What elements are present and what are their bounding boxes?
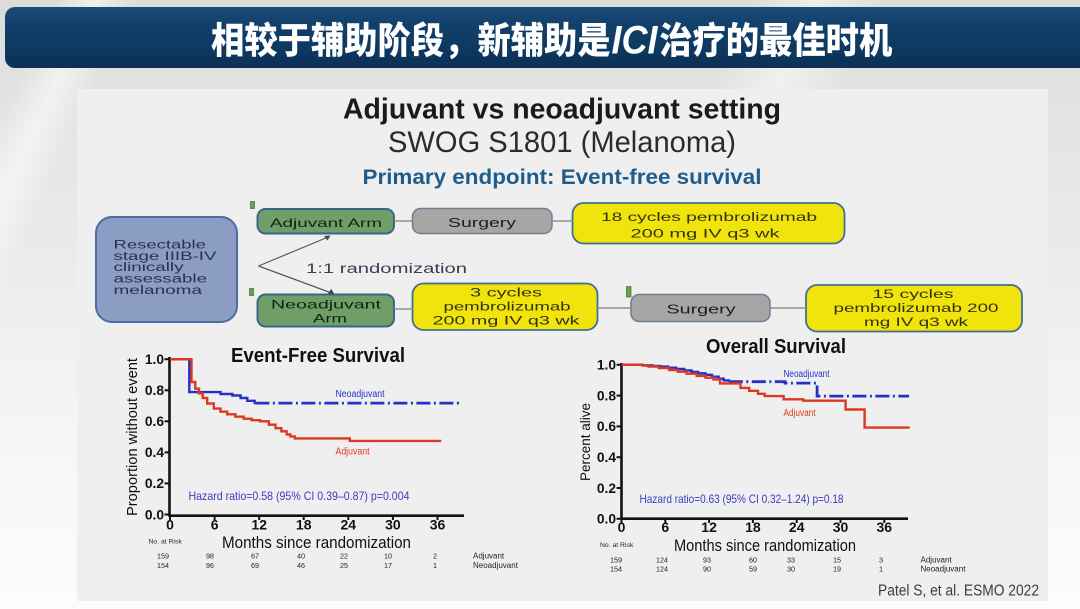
- svg-text:124: 124: [656, 565, 668, 574]
- svg-text:Adjuvant vs neoadjuvant settin: Adjuvant vs neoadjuvant setting: [343, 94, 781, 126]
- svg-text:0.2: 0.2: [145, 476, 165, 491]
- svg-text:18: 18: [745, 519, 761, 535]
- svg-text:Overall Survival: Overall Survival: [706, 336, 846, 358]
- svg-text:69: 69: [251, 561, 259, 570]
- svg-text:Adjuvant: Adjuvant: [784, 408, 816, 419]
- svg-text:6: 6: [211, 516, 219, 532]
- svg-text:Hazard ratio=0.58 (95% CI 0.39: Hazard ratio=0.58 (95% CI 0.39–0.87) p=0…: [189, 490, 410, 503]
- svg-text:Proportion without event: Proportion without event: [125, 358, 141, 516]
- svg-text:pembrolizumab: pembrolizumab: [444, 300, 571, 314]
- svg-text:1: 1: [433, 561, 437, 570]
- svg-text:3 cycles: 3 cycles: [470, 286, 542, 300]
- svg-text:assessable: assessable: [114, 274, 208, 286]
- svg-text:mg IV q3 wk: mg IV q3 wk: [864, 315, 969, 329]
- svg-text:200 mg IV q3 wk: 200 mg IV q3 wk: [433, 314, 581, 328]
- svg-text:15: 15: [833, 556, 841, 565]
- svg-text:1:1 randomization: 1:1 randomization: [306, 261, 467, 276]
- svg-text:6: 6: [661, 519, 669, 535]
- svg-text:40: 40: [297, 552, 305, 561]
- svg-text:No. at Risk: No. at Risk: [600, 542, 634, 549]
- svg-text:Adjuvant: Adjuvant: [473, 552, 505, 561]
- svg-text:0.0: 0.0: [597, 512, 617, 527]
- svg-text:93: 93: [703, 556, 711, 565]
- svg-text:154: 154: [610, 565, 622, 574]
- svg-text:Neoadjuvant: Neoadjuvant: [336, 389, 385, 400]
- svg-text:0.4: 0.4: [145, 445, 165, 460]
- svg-text:15 cycles: 15 cycles: [873, 287, 954, 301]
- svg-text:159: 159: [610, 556, 622, 565]
- svg-text:Primary endpoint: Event-free s: Primary endpoint: Event-free survival: [363, 166, 762, 189]
- svg-text:SWOG S1801 (Melanoma): SWOG S1801 (Melanoma): [388, 126, 736, 159]
- svg-text:Adjuvant Arm: Adjuvant Arm: [270, 216, 382, 230]
- svg-text:No. at Risk: No. at Risk: [149, 539, 183, 546]
- svg-text:0.2: 0.2: [597, 481, 617, 496]
- svg-text:1.0: 1.0: [145, 352, 165, 367]
- svg-text:154: 154: [157, 561, 169, 570]
- svg-text:30: 30: [787, 565, 795, 574]
- svg-text:200 mg IV q3 wk: 200 mg IV q3 wk: [631, 227, 781, 241]
- svg-text:Months since randomization: Months since randomization: [674, 537, 856, 555]
- svg-text:0.4: 0.4: [597, 450, 617, 465]
- svg-text:24: 24: [341, 516, 357, 532]
- svg-text:19: 19: [833, 565, 841, 574]
- svg-text:Percent alive: Percent alive: [578, 403, 593, 481]
- svg-text:Hazard ratio=0.63 (95% CI 0.32: Hazard ratio=0.63 (95% CI 0.32–1.24) p=0…: [640, 493, 844, 506]
- svg-text:Resectable: Resectable: [114, 239, 206, 251]
- svg-text:10: 10: [384, 552, 392, 561]
- svg-text:25: 25: [340, 561, 348, 570]
- svg-text:0.6: 0.6: [597, 419, 617, 434]
- svg-text:18: 18: [296, 516, 312, 532]
- svg-text:96: 96: [206, 561, 214, 570]
- svg-text:Arm: Arm: [313, 312, 347, 326]
- svg-text:36: 36: [877, 519, 893, 535]
- svg-text:Event-Free Survival: Event-Free Survival: [231, 345, 405, 367]
- svg-text:36: 36: [430, 516, 446, 532]
- svg-text:0: 0: [618, 519, 626, 535]
- svg-text:90: 90: [703, 565, 711, 574]
- svg-text:17: 17: [384, 561, 392, 570]
- svg-text:46: 46: [297, 561, 305, 570]
- svg-text:124: 124: [656, 556, 668, 565]
- svg-text:Surgery: Surgery: [667, 303, 737, 317]
- svg-text:Surgery: Surgery: [448, 216, 517, 230]
- svg-text:1.0: 1.0: [597, 358, 617, 373]
- svg-text:Neoadjuvant: Neoadjuvant: [473, 561, 519, 570]
- svg-text:30: 30: [385, 516, 401, 532]
- svg-text:Months since randomization: Months since randomization: [222, 534, 411, 552]
- svg-text:Patel S, et al. ESMO 2022: Patel S, et al. ESMO 2022: [878, 583, 1039, 600]
- svg-text:stage IIIB-IV: stage IIIB-IV: [114, 251, 218, 263]
- svg-text:clinically: clinically: [114, 262, 184, 274]
- svg-text:3: 3: [879, 556, 883, 565]
- svg-text:0.8: 0.8: [597, 388, 617, 403]
- svg-text:Neoadjuvant: Neoadjuvant: [784, 369, 830, 380]
- svg-text:67: 67: [251, 552, 259, 561]
- svg-text:12: 12: [701, 519, 717, 535]
- svg-text:24: 24: [789, 519, 805, 535]
- svg-text:0.6: 0.6: [145, 414, 165, 429]
- svg-text:22: 22: [340, 552, 348, 561]
- svg-text:0.0: 0.0: [145, 507, 165, 522]
- svg-text:59: 59: [749, 565, 757, 574]
- svg-text:melanoma: melanoma: [114, 285, 203, 297]
- svg-text:Adjuvant: Adjuvant: [921, 556, 953, 565]
- svg-text:1: 1: [879, 565, 883, 574]
- svg-text:159: 159: [157, 552, 169, 561]
- svg-text:98: 98: [206, 552, 214, 561]
- svg-text:0.8: 0.8: [145, 383, 165, 398]
- svg-text:60: 60: [749, 556, 757, 565]
- svg-text:33: 33: [787, 556, 795, 565]
- svg-text:0: 0: [166, 516, 174, 532]
- svg-text:12: 12: [251, 516, 267, 532]
- svg-text:2: 2: [433, 552, 437, 561]
- svg-text:Neoadjuvant: Neoadjuvant: [921, 565, 967, 574]
- svg-text:pembrolizumab 200: pembrolizumab 200: [834, 301, 999, 315]
- svg-text:30: 30: [833, 519, 849, 535]
- svg-text:Neoadjuvant: Neoadjuvant: [271, 298, 382, 312]
- svg-text:Adjuvant: Adjuvant: [336, 447, 370, 458]
- svg-text:18 cycles pembrolizumab: 18 cycles pembrolizumab: [601, 210, 817, 224]
